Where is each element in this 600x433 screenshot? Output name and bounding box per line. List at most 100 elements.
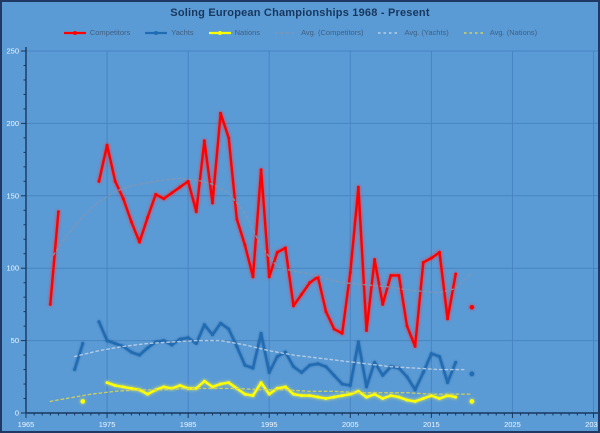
data-point xyxy=(259,168,263,172)
data-point xyxy=(129,220,133,224)
data-point xyxy=(454,272,458,276)
legend-item-avg-yachts: Avg. (Yachts) xyxy=(377,28,449,37)
data-point xyxy=(389,394,393,398)
data-point xyxy=(202,379,206,383)
x-tick-label-1995: 1995 xyxy=(261,420,278,429)
data-point xyxy=(243,392,247,396)
chart-title: Soling European Championships 1968 - Pre… xyxy=(170,7,430,19)
data-point xyxy=(308,394,312,398)
data-point xyxy=(97,179,101,183)
data-point xyxy=(283,350,287,354)
data-point xyxy=(308,363,312,367)
data-point xyxy=(332,373,336,377)
legend-marker-avg-competitors-icon xyxy=(275,31,298,34)
series-line xyxy=(105,379,457,403)
data-point xyxy=(267,275,271,279)
data-point xyxy=(446,317,450,321)
data-point xyxy=(73,368,77,372)
x-tick-label-2005: 2005 xyxy=(342,420,359,429)
data-point xyxy=(56,210,60,214)
y-tick-labels: 0 50 100 150 200 250 xyxy=(6,47,19,418)
data-point xyxy=(324,365,328,369)
legend-item-yachts: Yachts xyxy=(144,28,194,37)
axis-ticks xyxy=(21,50,594,418)
data-point xyxy=(251,394,255,398)
data-point xyxy=(429,352,433,356)
data-point xyxy=(138,240,141,244)
legend-item-avg-competitors: Avg. (Competitors) xyxy=(274,28,363,37)
legend-marker-competitors-icon xyxy=(63,30,86,35)
data-point xyxy=(243,363,247,367)
legend-marker-avg-yachts-icon xyxy=(378,31,401,34)
data-point xyxy=(381,302,385,306)
data-point xyxy=(48,302,52,306)
chart-legend: Competitors Yachts Nations Avg. (Competitor… xyxy=(2,28,598,37)
data-point xyxy=(381,397,385,401)
legend-label: Avg. (Yachts) xyxy=(404,28,449,37)
data-point xyxy=(348,392,352,396)
data-point xyxy=(210,333,214,337)
series-avg-yachts xyxy=(73,339,465,371)
data-point xyxy=(194,210,198,214)
data-point xyxy=(202,139,206,143)
data-point xyxy=(162,385,166,389)
data-point xyxy=(113,179,117,183)
data-point xyxy=(129,386,133,390)
data-point xyxy=(146,346,150,350)
x-tick-label-1975: 1975 xyxy=(99,420,116,429)
data-point xyxy=(373,360,377,364)
data-point xyxy=(80,399,86,404)
data-point xyxy=(300,370,304,374)
series-line xyxy=(49,387,473,403)
data-point xyxy=(113,341,117,345)
data-point xyxy=(389,273,393,277)
data-point xyxy=(121,197,125,201)
data-point xyxy=(413,399,417,403)
data-point xyxy=(397,395,401,399)
legend-marker-yachts-icon xyxy=(145,30,168,35)
data-point xyxy=(300,394,304,398)
legend-item-nations: Nations xyxy=(208,28,260,37)
data-point xyxy=(356,340,360,344)
series-avg-nations xyxy=(49,387,473,403)
data-point xyxy=(340,382,344,386)
x-tick-label-1985: 1985 xyxy=(180,420,197,429)
data-point xyxy=(267,370,271,374)
data-point xyxy=(105,339,109,343)
data-point xyxy=(178,383,182,387)
data-point xyxy=(194,386,198,390)
y-tick-label-100: 100 xyxy=(6,264,19,273)
data-point xyxy=(283,385,287,389)
data-point xyxy=(292,365,296,369)
data-point xyxy=(356,185,360,189)
data-point xyxy=(243,243,247,247)
data-point xyxy=(454,395,458,399)
data-point xyxy=(129,350,133,354)
data-point xyxy=(235,217,239,221)
series-avg-competitors xyxy=(49,177,473,294)
data-point xyxy=(162,197,166,201)
data-point xyxy=(210,385,214,389)
data-point xyxy=(251,366,255,370)
data-point xyxy=(186,336,190,340)
data-point xyxy=(437,355,441,359)
x-tick-label-1965: 1965 xyxy=(18,420,35,429)
data-point xyxy=(381,373,385,377)
data-point xyxy=(413,344,417,348)
data-point xyxy=(413,388,417,392)
data-point xyxy=(365,328,368,332)
data-point xyxy=(365,395,368,399)
data-point xyxy=(292,304,296,308)
series-line xyxy=(49,177,473,294)
data-point xyxy=(227,381,231,385)
data-point xyxy=(469,399,475,404)
x-tick-label-2035: 2035 xyxy=(585,420,600,429)
data-point xyxy=(113,383,117,387)
series-line xyxy=(97,112,457,348)
x-tick-labels: 1965 1975 1985 1995 2005 2015 2025 2035 xyxy=(18,420,600,429)
y-tick-label-200: 200 xyxy=(6,119,19,128)
y-tick-label-250: 250 xyxy=(6,47,19,56)
gridlines xyxy=(26,50,598,413)
